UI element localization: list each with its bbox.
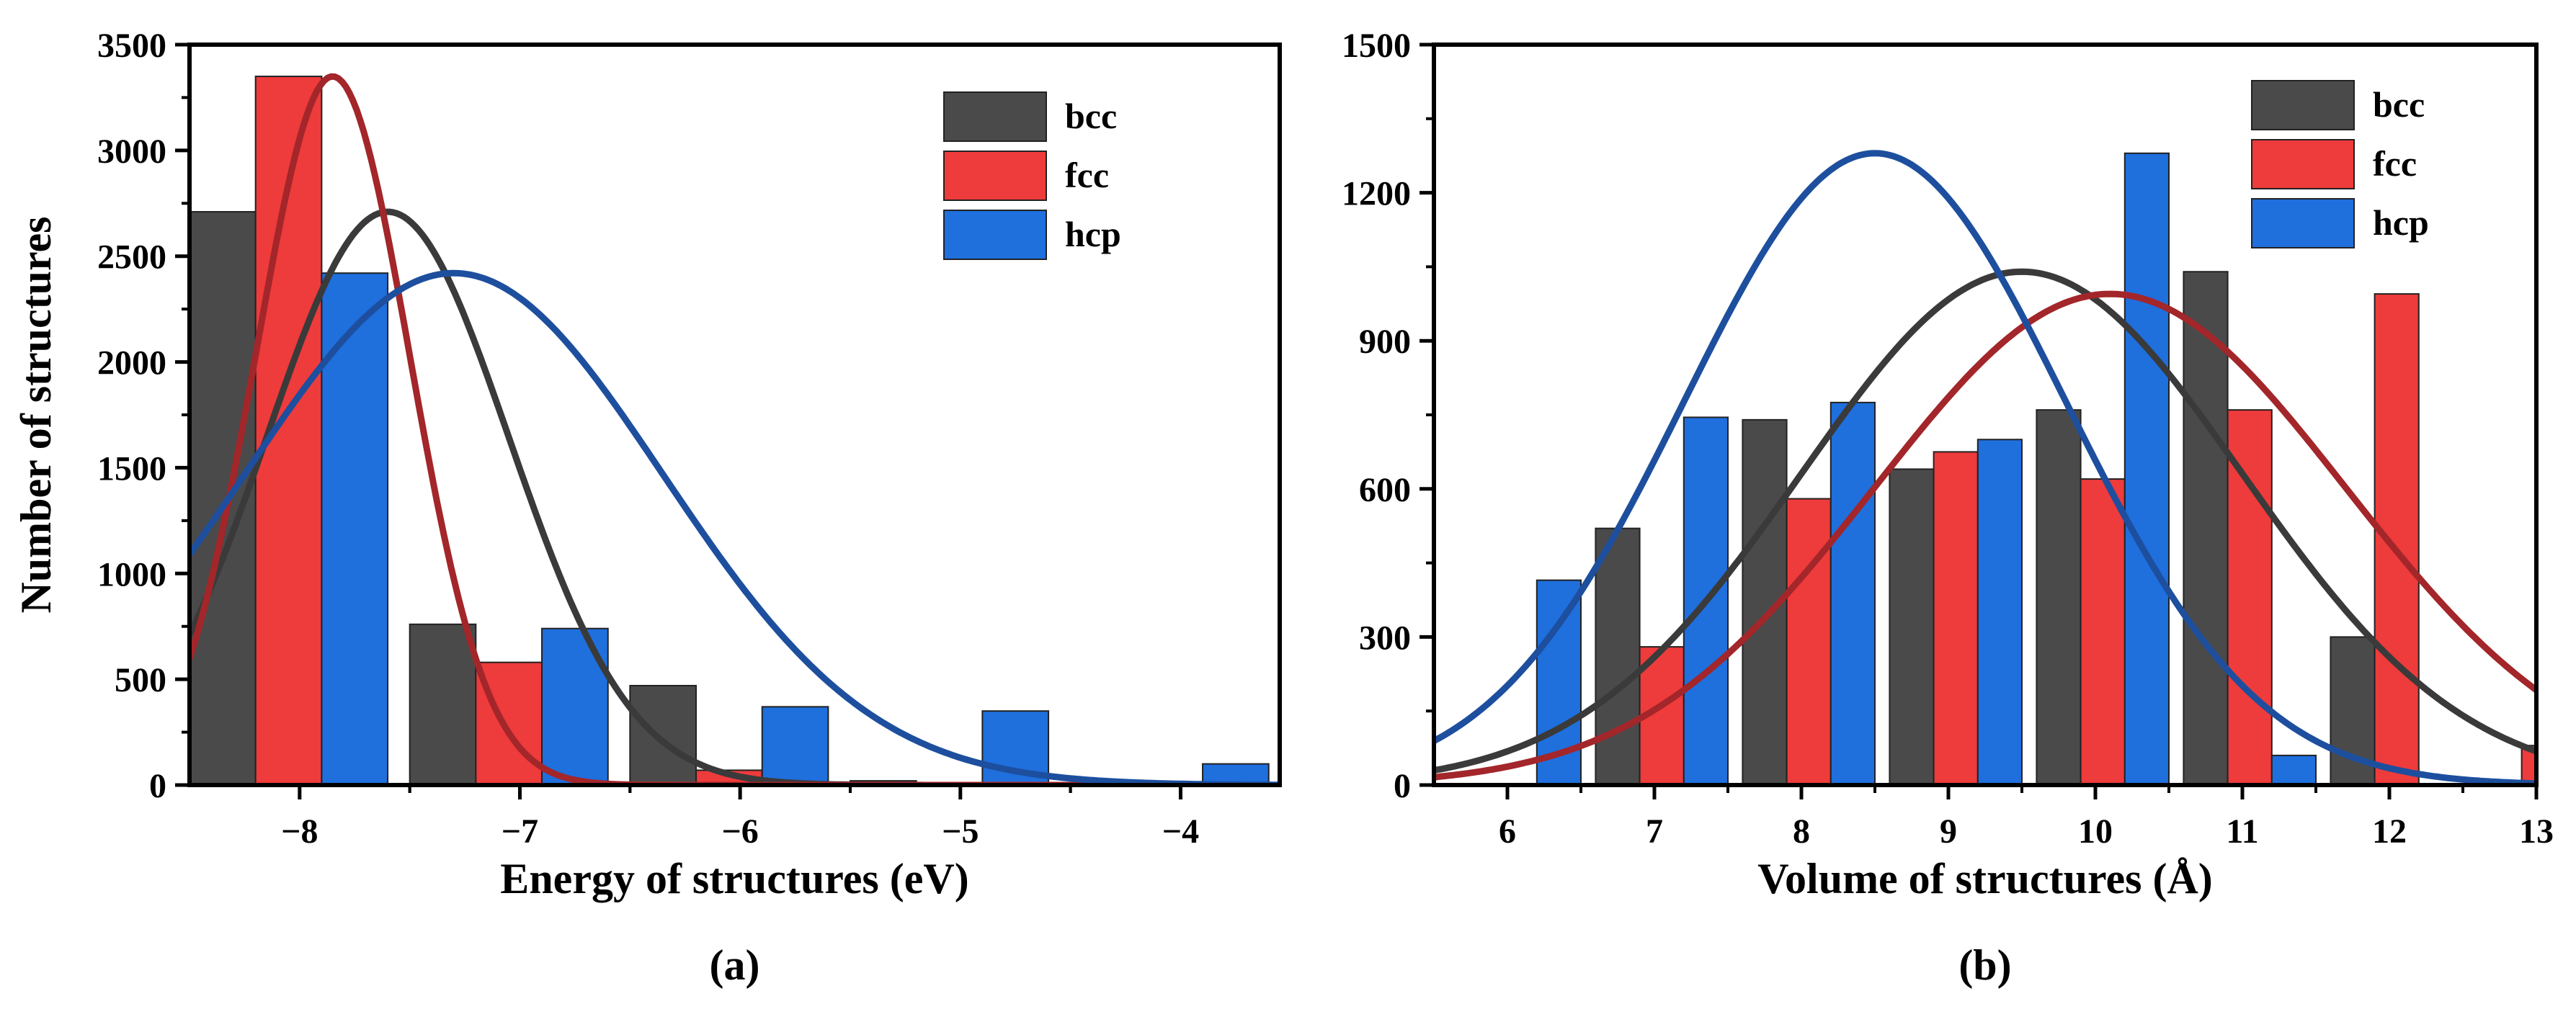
y-tick-label: 1200 — [1342, 175, 1411, 213]
x-tick-label: 12 — [2372, 812, 2407, 851]
bar-fcc-4 — [2227, 409, 2273, 785]
legend: bcc fcc hcp — [2251, 80, 2429, 248]
bar-fcc-2 — [1933, 451, 1979, 785]
legend-swatch-bcc — [2251, 80, 2355, 130]
x-tick-label: 7 — [1646, 812, 1663, 851]
legend-label-bcc: bcc — [1065, 96, 1117, 136]
bar-bcc-3 — [2036, 409, 2082, 785]
x-tick-label: 13 — [2519, 812, 2554, 851]
fit-curve-hcp — [1434, 150, 2536, 785]
x-tick-label: −5 — [942, 812, 979, 851]
x-axis-title: Energy of structures (eV) — [500, 855, 968, 902]
legend-label-fcc: fcc — [1065, 155, 1109, 195]
bar-hcp-4 — [2123, 152, 2170, 785]
x-tick-label: −8 — [281, 812, 318, 851]
y-tick-label: 2500 — [97, 238, 166, 277]
legend-label-bcc: bcc — [2373, 84, 2425, 125]
y-tick-label: 500 — [115, 661, 166, 699]
bar-hcp-5 — [2270, 754, 2317, 785]
chart-panel-2: 6 7 8 9 10 11 12 13 0 300 600 900 1200 1500 Volume of … — [1342, 27, 2554, 989]
legend-swatch-hcp — [943, 210, 1047, 260]
bar-bcc-1 — [409, 623, 477, 785]
panel-label: (a) — [710, 941, 760, 989]
x-tick-label: 8 — [1793, 812, 1810, 851]
bar-hcp-3 — [1976, 439, 2023, 785]
fit-curve-hcp — [190, 269, 1280, 785]
y-tick-label: 0 — [1394, 767, 1411, 805]
chart-panel-1: −8 −7 −6 −5 −4 0 500 1000 1500 2000 2500 3000 3500 En… — [12, 27, 1282, 989]
bar-hcp-0 — [321, 272, 389, 785]
y-tick-label: 0 — [149, 767, 166, 805]
fit-curve-bcc — [1434, 268, 2536, 774]
plot-area — [190, 73, 1280, 785]
y-tick-label: 3000 — [97, 133, 166, 171]
x-tick-label: 10 — [2078, 812, 2113, 851]
legend-label-hcp: hcp — [1065, 214, 1121, 254]
legend-label-fcc: fcc — [2373, 143, 2417, 184]
bar-fcc-6 — [2521, 745, 2536, 785]
legend-swatch-fcc — [943, 151, 1047, 201]
fit-curve-fcc — [190, 73, 1280, 785]
legend: bcc fcc hcp — [943, 91, 1121, 260]
x-tick-label: 6 — [1499, 812, 1516, 851]
y-tick-label: 1500 — [1342, 27, 1411, 65]
bar-bcc-2 — [1889, 468, 1935, 785]
fit-curve-fcc — [1434, 290, 2536, 781]
bar-hcp-2 — [761, 706, 829, 785]
y-tick-label: 600 — [1359, 471, 1411, 509]
y-tick-label: 3500 — [97, 27, 166, 65]
bar-fcc-3 — [2080, 478, 2126, 785]
y-tick-label: 1500 — [97, 449, 166, 488]
bar-bcc-0 — [1595, 527, 1641, 785]
legend-swatch-fcc — [2251, 139, 2355, 189]
y-tick-label: 300 — [1359, 619, 1411, 657]
legend-swatch-bcc — [943, 91, 1047, 142]
x-tick-label: −7 — [502, 812, 538, 851]
x-tick-label: −4 — [1162, 812, 1199, 851]
x-tick-label: −6 — [721, 812, 758, 851]
y-tick-label: 2000 — [97, 344, 166, 382]
panel-label: (b) — [1958, 941, 2011, 989]
y-tick-label: 900 — [1359, 323, 1411, 361]
bar-bcc-2 — [629, 684, 698, 785]
legend-label-hcp: hcp — [2373, 202, 2429, 243]
x-axis-title: Volume of structures (Å) — [1757, 855, 2213, 902]
bar-fcc-1 — [1786, 498, 1832, 785]
x-tick-label: 9 — [1940, 812, 1957, 851]
x-tick-label: 11 — [2226, 812, 2258, 851]
legend-swatch-hcp — [2251, 198, 2355, 248]
bar-fcc-5 — [2374, 293, 2420, 785]
bar-hcp-2 — [1830, 401, 1876, 785]
plot-area — [1434, 150, 2536, 785]
y-axis-title: Number of structures — [12, 216, 60, 613]
y-tick-label: 1000 — [97, 555, 166, 593]
fit-curve-bcc — [190, 208, 1280, 785]
